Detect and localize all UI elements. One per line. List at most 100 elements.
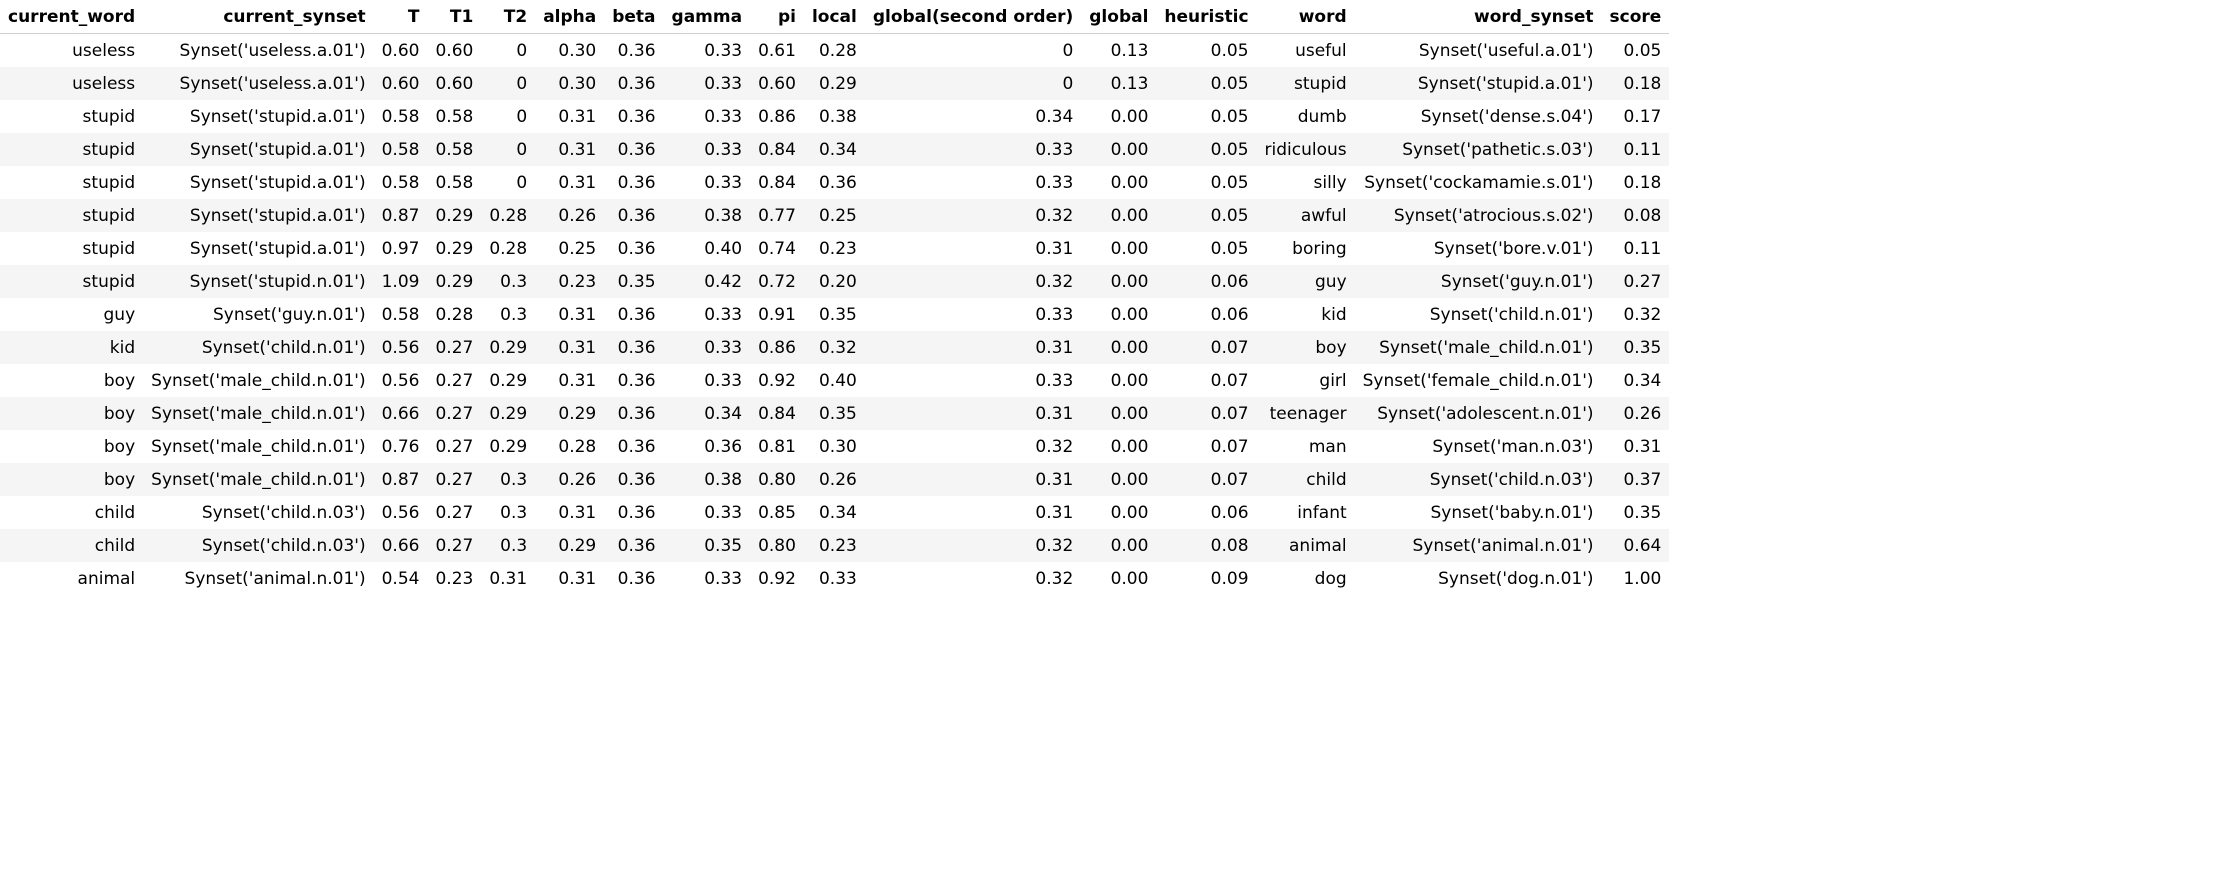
- table-cell: 0.30: [803, 430, 865, 463]
- table-cell: 0.36: [604, 100, 664, 133]
- table-cell: 0.26: [1601, 397, 1670, 430]
- table-cell: Synset('guy.n.01'): [1354, 265, 1602, 298]
- table-cell: Synset('dog.n.01'): [1354, 562, 1602, 595]
- table-cell: 0.36: [604, 397, 664, 430]
- table-cell: 0.31: [535, 133, 605, 166]
- table-cell: 0.32: [864, 430, 1082, 463]
- table-cell: 0.00: [1081, 331, 1157, 364]
- table-cell: 0.27: [427, 331, 482, 364]
- table-cell: 0.31: [864, 232, 1082, 265]
- table-cell: kid: [1256, 298, 1355, 331]
- table-cell: 0.32: [803, 331, 865, 364]
- table-cell: Synset('animal.n.01'): [1354, 529, 1602, 562]
- column-header: score: [1601, 0, 1670, 34]
- table-cell: 0.31: [864, 496, 1082, 529]
- table-cell: Synset('child.n.01'): [1354, 298, 1602, 331]
- table-cell: 0.33: [663, 133, 751, 166]
- table-cell: awful: [1256, 199, 1355, 232]
- table-cell: Synset('child.n.03'): [143, 496, 374, 529]
- table-row: animal Synset('animal.n.01') 0.54 0.23 0.31 0…: [0, 562, 1670, 595]
- header-row: current_word current_synset T T1 T2 alpha beta…: [0, 0, 1670, 34]
- table-cell: 0.86: [750, 331, 804, 364]
- table-cell: 0.35: [663, 529, 751, 562]
- table-cell: 0.33: [663, 364, 751, 397]
- table-cell: 0.36: [604, 331, 664, 364]
- table-cell: stupid: [0, 199, 144, 232]
- table-cell: 0.60: [427, 67, 482, 100]
- column-header: word: [1256, 0, 1355, 34]
- table-row: child Synset('child.n.03') 0.66 0.27 0.3 0.29…: [0, 529, 1670, 562]
- table-cell: Synset('cockamamie.s.01'): [1354, 166, 1602, 199]
- table-cell: 0.00: [1081, 397, 1157, 430]
- table-cell: 0.33: [663, 298, 751, 331]
- column-header: T2: [481, 0, 536, 34]
- table-cell: 0.80: [750, 463, 804, 496]
- table-cell: 0.36: [604, 166, 664, 199]
- table-cell: 0.27: [427, 496, 482, 529]
- table-cell: 0.36: [604, 133, 664, 166]
- table-cell: Synset('male_child.n.01'): [143, 397, 374, 430]
- table-cell: 0.27: [427, 463, 482, 496]
- table-cell: 0.07: [1156, 430, 1257, 463]
- table-cell: 0.61: [750, 33, 804, 67]
- table-row: stupid Synset('stupid.a.01') 0.58 0.58 0 0.31…: [0, 100, 1670, 133]
- table-cell: dog: [1256, 562, 1355, 595]
- table-cell: 0.33: [864, 298, 1082, 331]
- table-cell: 0.56: [373, 496, 428, 529]
- table-row: boy Synset('male_child.n.01') 0.66 0.27 0.29…: [0, 397, 1670, 430]
- table-cell: Synset('male_child.n.01'): [1354, 331, 1602, 364]
- table-row: stupid Synset('stupid.n.01') 1.09 0.29 0.3 0.…: [0, 265, 1670, 298]
- column-header: pi: [750, 0, 804, 34]
- table-cell: boring: [1256, 232, 1355, 265]
- table-cell: 0.23: [535, 265, 605, 298]
- table-cell: Synset('baby.n.01'): [1354, 496, 1602, 529]
- table-cell: 0.36: [663, 430, 751, 463]
- table-cell: 0.60: [373, 33, 428, 67]
- table-cell: stupid: [0, 100, 144, 133]
- table-cell: 0.32: [864, 529, 1082, 562]
- table-cell: 1.09: [373, 265, 428, 298]
- table-cell: 0.30: [535, 33, 605, 67]
- table-cell: 0.00: [1081, 265, 1157, 298]
- table-cell: 0.33: [864, 364, 1082, 397]
- table-cell: man: [1256, 430, 1355, 463]
- table-cell: guy: [0, 298, 144, 331]
- table-cell: 0.58: [427, 166, 482, 199]
- table-cell: 0.17: [1601, 100, 1670, 133]
- table-cell: 0.31: [535, 331, 605, 364]
- table-cell: 0: [481, 166, 536, 199]
- column-header: global: [1081, 0, 1157, 34]
- table-cell: 0.58: [373, 100, 428, 133]
- column-header: T: [373, 0, 428, 34]
- table-cell: 0.18: [1601, 67, 1670, 100]
- table-cell: 0.56: [373, 364, 428, 397]
- table-row: boy Synset('male_child.n.01') 0.76 0.27 0.29…: [0, 430, 1670, 463]
- column-header: global(second order): [864, 0, 1082, 34]
- table-cell: 0.05: [1601, 33, 1670, 67]
- table-cell: stupid: [0, 232, 144, 265]
- table-cell: 0.97: [373, 232, 428, 265]
- table-cell: 0.29: [427, 232, 482, 265]
- table-cell: 0.40: [803, 364, 865, 397]
- table-cell: 0.28: [481, 199, 536, 232]
- table-cell: 0.34: [1601, 364, 1670, 397]
- table-cell: 0.00: [1081, 133, 1157, 166]
- table-cell: 0.42: [663, 265, 751, 298]
- table-cell: 0.33: [864, 166, 1082, 199]
- table-cell: Synset('female_child.n.01'): [1354, 364, 1602, 397]
- table-cell: Synset('child.n.03'): [1354, 463, 1602, 496]
- table-cell: 0.76: [373, 430, 428, 463]
- table-cell: 0: [481, 33, 536, 67]
- table-cell: 0.3: [481, 496, 536, 529]
- table-cell: useless: [0, 67, 144, 100]
- table-cell: 0.35: [1601, 496, 1670, 529]
- table-cell: 0.31: [535, 298, 605, 331]
- table-cell: guy: [1256, 265, 1355, 298]
- table-cell: 0.36: [604, 33, 664, 67]
- table-cell: 0.58: [427, 100, 482, 133]
- table-cell: 0.27: [427, 364, 482, 397]
- table-cell: infant: [1256, 496, 1355, 529]
- column-header: beta: [604, 0, 664, 34]
- table-cell: 0.00: [1081, 166, 1157, 199]
- table-cell: useless: [0, 33, 144, 67]
